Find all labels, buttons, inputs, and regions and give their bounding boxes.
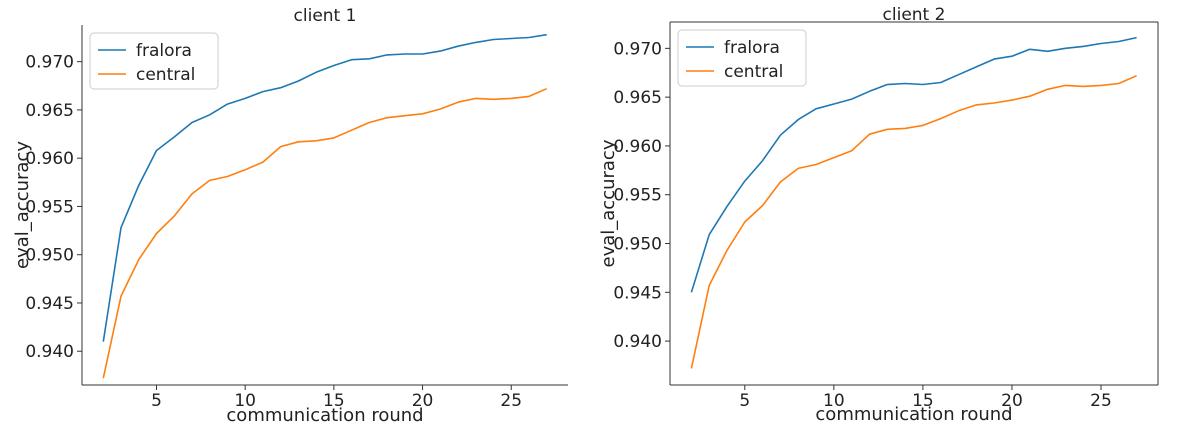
x-tick-label: 15 <box>912 391 934 411</box>
x-tick-label: 20 <box>1001 391 1023 411</box>
series-line-fralora <box>690 36 1137 293</box>
y-tick-label: 0.950 <box>613 235 662 255</box>
y-tick-label: 0.940 <box>613 332 662 352</box>
y-tick-label: 0.970 <box>25 53 74 73</box>
y-tick-label: 0.955 <box>613 186 662 206</box>
x-axis-label: communication round <box>815 404 1012 425</box>
chart-title: client 2 <box>883 5 946 25</box>
legend-label-fralora: fralora <box>136 41 192 61</box>
x-axis-label: communication round <box>226 405 423 426</box>
y-tick-label: 0.965 <box>25 101 74 121</box>
y-tick-label: 0.970 <box>613 39 662 59</box>
legend-label-central: central <box>724 62 783 82</box>
legend-label-central: central <box>136 65 195 85</box>
legend: fralora central <box>677 29 807 87</box>
y-axis-label: eval_accuracy <box>598 139 619 267</box>
x-tick-label: 25 <box>1090 391 1112 411</box>
x-tick-label: 10 <box>234 391 256 411</box>
x-tick-label: 5 <box>739 391 750 411</box>
y-tick-label: 0.940 <box>25 342 74 362</box>
x-tick-label: 5 <box>151 391 162 411</box>
chart-panel-1: client 1 5 10 15 20 25 0.940 0.945 0.950 0.955 0.9… <box>12 6 568 426</box>
y-tick-label: 0.955 <box>25 197 74 217</box>
legend-box <box>89 32 219 90</box>
series-line-central <box>690 74 1137 369</box>
y-tick-label: 0.945 <box>613 283 662 303</box>
series-line-central <box>102 87 548 379</box>
x-tick-label: 20 <box>412 391 434 411</box>
y-tick-label: 0.950 <box>25 246 74 266</box>
series-line-fralora <box>102 33 547 342</box>
y-tick-label: 0.965 <box>613 88 662 108</box>
chart-title: client 1 <box>294 6 357 26</box>
legend: fralora central <box>89 32 219 90</box>
legend-label-fralora: fralora <box>724 38 780 58</box>
y-tick-label: 0.945 <box>25 294 74 314</box>
chart-panel-2: client 2 5 10 15 20 25 0.940 0.945 0.950 0.955 0.9… <box>598 5 1159 425</box>
y-tick-label: 0.960 <box>25 149 74 169</box>
x-tick-label: 25 <box>500 391 522 411</box>
x-tick-label: 10 <box>823 391 845 411</box>
x-tick-label: 15 <box>323 391 345 411</box>
y-axis-label: eval_accuracy <box>12 141 33 269</box>
y-tick-label: 0.960 <box>613 137 662 157</box>
legend-box <box>677 29 807 87</box>
